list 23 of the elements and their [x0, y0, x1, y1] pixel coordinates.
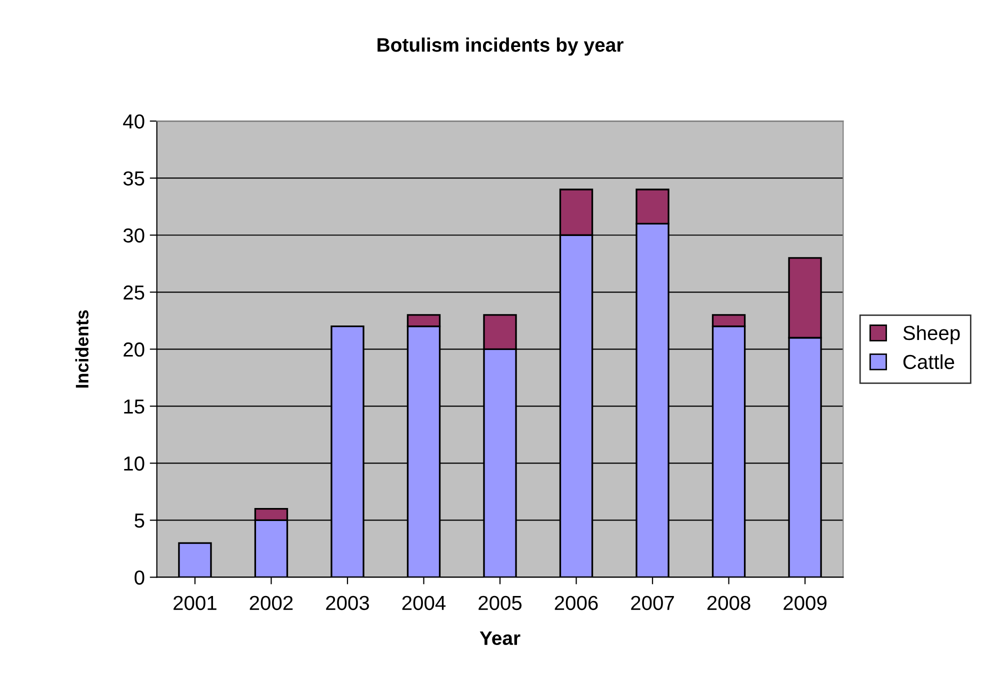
- x-tick-label: 2008: [707, 596, 750, 610]
- x-tick-label: 2002: [250, 596, 293, 610]
- chart-title: Botulism incidents by year: [378, 38, 624, 56]
- x-tick-label: 2004: [402, 596, 446, 610]
- y-tick-label: 20: [124, 342, 144, 357]
- legend-label: Sheep: [903, 325, 960, 344]
- y-tick-label: 0: [134, 570, 144, 585]
- y-tick-label: 25: [124, 285, 144, 300]
- y-tick-label: 40: [123, 114, 144, 129]
- y-tick-label: 30: [123, 228, 144, 243]
- x-tick-label: 2006: [554, 596, 598, 610]
- y-tick-label: 5: [134, 514, 144, 528]
- y-tick-label: 15: [124, 400, 144, 414]
- x-tick-label: 2001: [174, 596, 216, 610]
- legend-label: Cattle: [903, 354, 954, 370]
- y-tick-label: 35: [123, 171, 144, 186]
- x-axis-title: Year: [480, 631, 520, 646]
- x-tick-label: 2003: [326, 596, 370, 610]
- y-tick-label: 10: [124, 456, 144, 471]
- x-tick-label: 2007: [631, 596, 674, 610]
- x-tick-label: 2009: [784, 596, 826, 610]
- y-axis-title: Incidents: [75, 310, 89, 388]
- x-tick-label: 2005: [478, 596, 522, 610]
